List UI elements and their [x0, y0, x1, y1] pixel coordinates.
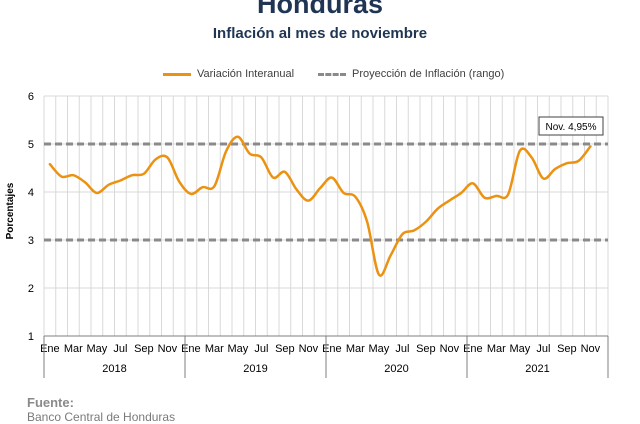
x-tick-label: May: [368, 343, 389, 355]
legend-swatch-projection: [318, 72, 346, 76]
legend-item-projection: Proyección de Inflación (rango): [318, 64, 504, 84]
x-tick-label: Ene: [181, 343, 201, 355]
year-label: 2019: [243, 363, 267, 375]
x-tick-label: Sep: [557, 343, 577, 355]
x-tick-label: May: [509, 343, 530, 355]
x-tick-label: Mar: [346, 343, 365, 355]
chart-title: Honduras: [256, 0, 383, 19]
legend-label-projection: Proyección de Inflación (rango): [352, 68, 505, 80]
year-label: 2021: [525, 363, 549, 375]
year-label: 2018: [102, 363, 126, 375]
source-title: Fuente:: [27, 395, 74, 410]
x-tick-label: Mar: [205, 343, 224, 355]
y-tick-label: 5: [28, 139, 34, 151]
y-tick-label: 3: [28, 235, 34, 247]
series-line: [48, 135, 592, 277]
x-tick-label: Sep: [416, 343, 436, 355]
x-tick-label: May: [86, 343, 107, 355]
x-tick-label: Nov: [299, 343, 319, 355]
legend-item-series: Variación Interanual: [163, 64, 294, 84]
x-tick-label: Mar: [487, 343, 506, 355]
x-tick-label: May: [227, 343, 248, 355]
x-tick-label: Ene: [322, 343, 342, 355]
y-tick-label: 2: [28, 283, 34, 295]
y-tick-label: 6: [28, 91, 34, 103]
annotation-label: Nov. 4,95%: [546, 122, 597, 133]
x-tick-label: Mar: [64, 343, 83, 355]
annotation-box: [538, 116, 604, 136]
x-tick-label: Nov: [581, 343, 601, 355]
chart-subtitle: Inflación al mes de noviembre: [212, 25, 428, 42]
x-tick-label: Nov: [440, 343, 460, 355]
legend-label-series: Variación Interanual: [197, 68, 295, 80]
source-text: Banco Central de Honduras: [27, 410, 176, 424]
x-tick-label: Nov: [158, 343, 178, 355]
x-tick-label: Jul: [395, 343, 409, 355]
x-tick-label: Sep: [275, 343, 295, 355]
x-tick-label: Jul: [254, 343, 268, 355]
legend-swatch-series: [163, 72, 191, 76]
y-tick-label: 4: [28, 187, 34, 199]
x-tick-label: Ene: [463, 343, 483, 355]
year-label: 2020: [384, 363, 408, 375]
y-tick-label: 1: [28, 331, 34, 343]
x-tick-label: Sep: [134, 343, 154, 355]
x-tick-label: Ene: [40, 343, 60, 355]
x-tick-label: Jul: [536, 343, 550, 355]
x-tick-label: Jul: [113, 343, 127, 355]
legend: Variación Interanual Proyección de Infla…: [0, 64, 640, 84]
